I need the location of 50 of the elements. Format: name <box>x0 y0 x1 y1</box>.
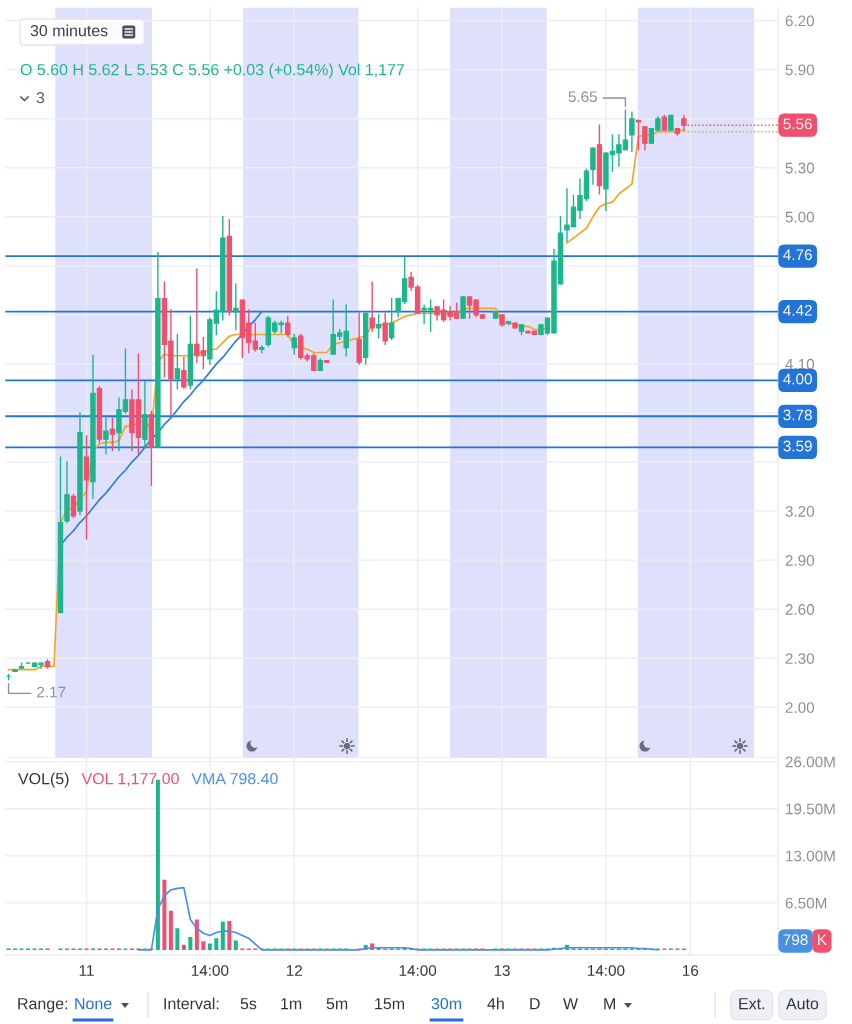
y-tick-label: 5.30 <box>785 162 815 174</box>
x-tick-label: 16 <box>683 965 699 976</box>
x-tick-label: 14:00 <box>399 965 437 976</box>
annotation: 2.17 <box>37 686 66 698</box>
text: 798 <box>783 934 808 946</box>
text: Range: <box>18 998 68 1013</box>
ref-line-label: 3.59 <box>783 440 812 452</box>
text: 1m <box>281 998 302 1010</box>
text: K <box>818 934 827 945</box>
y-tick-label: 19.50M <box>786 803 835 815</box>
text: D <box>530 998 540 1010</box>
y-tick-label: 5.90 <box>785 64 815 76</box>
y-tick-label: 2.30 <box>785 653 815 664</box>
ref-line-label: 3.78 <box>783 409 812 421</box>
text: 4h <box>487 997 504 1010</box>
text: Interval: <box>164 997 219 1010</box>
text: Auto <box>786 998 819 1010</box>
series-label: VOL 1,177.00 <box>81 772 179 787</box>
ref-line-label: 4.76 <box>783 249 812 261</box>
text: O 5.60 H 5.62 L 5.53 C 5.56 +0.03 (+0.54%) Vol 1,177 <box>20 63 404 79</box>
ref-line-label: 5.56 <box>783 118 812 130</box>
y-tick-label: 2.00 <box>785 702 815 713</box>
x-tick-label: 13 <box>494 965 510 976</box>
x-tick-label: 14:00 <box>191 965 229 976</box>
y-tick-label: 6.50M <box>785 897 827 909</box>
y-tick-label: 6.20 <box>785 15 815 27</box>
y-tick-label: 3.20 <box>785 505 815 517</box>
y-tick-label: 2.90 <box>785 555 815 566</box>
text: 30 minutes <box>30 24 108 37</box>
y-tick-label: 26.00M <box>785 756 835 768</box>
y-tick-label: 5.00 <box>785 211 815 223</box>
text: W <box>563 998 579 1010</box>
x-tick-label: 12 <box>286 965 302 976</box>
text: 5s <box>240 998 257 1010</box>
x-tick-label: 11 <box>79 965 94 976</box>
text: 30m <box>431 997 462 1010</box>
text: VMA 798.40 <box>191 772 278 785</box>
text: VOL(5) <box>18 772 69 788</box>
text: M <box>604 998 615 1010</box>
annotation: 3 <box>36 91 45 104</box>
y-tick-label: 2.60 <box>785 604 815 615</box>
ref-line-label: 4.42 <box>783 304 812 316</box>
text: None <box>75 998 112 1010</box>
text: Ext. <box>739 998 765 1010</box>
text: 15m <box>375 998 405 1010</box>
y-tick-label: 13.00M <box>786 850 835 862</box>
text: 5m <box>326 998 348 1010</box>
ref-line-label: 4.00 <box>783 373 812 385</box>
x-tick-label: 14:00 <box>587 965 625 976</box>
annotation: 5.65 <box>568 91 597 103</box>
